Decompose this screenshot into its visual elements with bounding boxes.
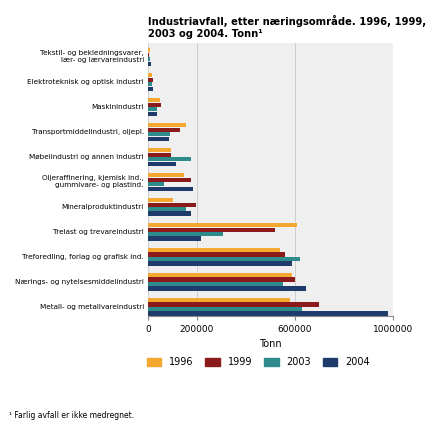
- Bar: [148, 123, 186, 127]
- Bar: [148, 262, 292, 266]
- Legend: 1996, 1999, 2003, 2004: 1996, 1999, 2003, 2004: [143, 353, 374, 371]
- Bar: [148, 78, 153, 82]
- Bar: [148, 136, 169, 141]
- Bar: [148, 278, 295, 282]
- Bar: [148, 98, 160, 102]
- Bar: [148, 162, 176, 166]
- Bar: [148, 287, 306, 291]
- Bar: [148, 282, 283, 286]
- Bar: [148, 52, 149, 57]
- Bar: [148, 203, 196, 207]
- Bar: [148, 248, 280, 252]
- Bar: [148, 223, 297, 227]
- Bar: [148, 148, 171, 152]
- Bar: [148, 173, 184, 177]
- Bar: [148, 227, 275, 232]
- Bar: [148, 103, 161, 107]
- Bar: [148, 73, 152, 77]
- Bar: [148, 152, 171, 157]
- Bar: [148, 207, 186, 211]
- Bar: [148, 307, 302, 311]
- Bar: [148, 198, 172, 202]
- Bar: [148, 236, 201, 241]
- Bar: [148, 232, 223, 236]
- Text: ¹ Farlig avfall er ikke medregnet.: ¹ Farlig avfall er ikke medregnet.: [9, 411, 134, 420]
- Bar: [148, 57, 150, 61]
- Bar: [148, 127, 180, 132]
- X-axis label: Tonn: Tonn: [259, 339, 282, 349]
- Bar: [148, 107, 158, 111]
- Bar: [148, 311, 388, 316]
- Text: Industriavfall, etter næringsområde. 1996, 1999, 2003 og 2004. Tonn¹: Industriavfall, etter næringsområde. 199…: [148, 15, 426, 39]
- Bar: [148, 48, 151, 52]
- Bar: [148, 157, 191, 161]
- Bar: [148, 257, 300, 261]
- Bar: [148, 87, 153, 91]
- Bar: [148, 252, 285, 257]
- Bar: [148, 211, 191, 216]
- Bar: [148, 82, 152, 86]
- Bar: [148, 273, 292, 277]
- Bar: [148, 62, 151, 66]
- Bar: [148, 111, 157, 116]
- Bar: [148, 178, 191, 182]
- Bar: [148, 303, 319, 307]
- Bar: [148, 298, 290, 302]
- Bar: [148, 187, 193, 191]
- Bar: [148, 182, 164, 186]
- Bar: [148, 132, 169, 136]
